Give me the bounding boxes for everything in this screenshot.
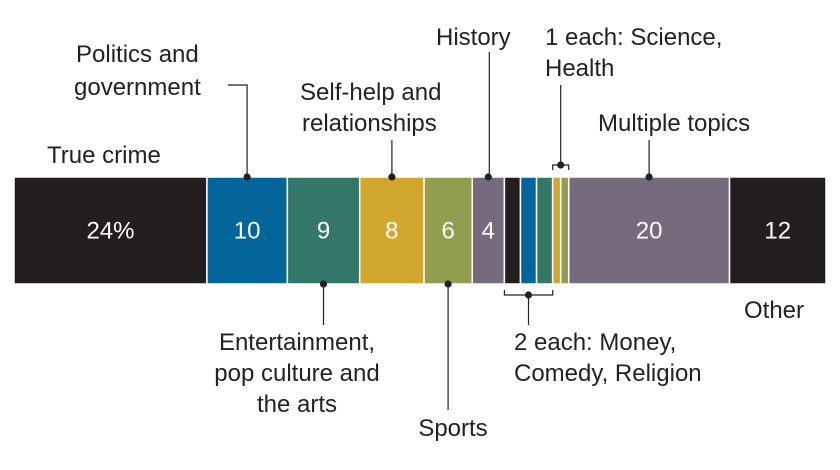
dot-entertainment [319, 280, 328, 288]
segment-value-labels: 24% 10 9 8 6 4 20 12 [86, 218, 791, 245]
dot-science-health [557, 161, 565, 169]
value-label-0: 24% [86, 218, 134, 245]
label-true-crime: True crime [47, 142, 161, 169]
bar-segment-other [728, 176, 827, 285]
value-label-3: 8 [385, 218, 398, 245]
label-politics-line-2: government [74, 74, 201, 101]
bar-segment-entertainment-pop-culture-and-the-arts [286, 176, 361, 285]
label-other: Other [744, 297, 804, 324]
label-entertainment-line-3: the arts [257, 391, 337, 418]
label-money-comedy-religion-line-2: Comedy, Religion [514, 360, 702, 387]
label-self-help-line-1: Self-help and [300, 79, 441, 106]
label-sports: Sports [418, 415, 487, 442]
value-label-12: 12 [764, 218, 791, 245]
label-science-health-line-2: Health [545, 55, 614, 82]
dot-politics [243, 173, 251, 181]
label-self-help-line-2: relationships [302, 110, 437, 137]
value-label-1: 10 [234, 218, 261, 245]
dot-history [484, 173, 492, 181]
leader-politics [228, 84, 248, 177]
bar-segment-science [551, 176, 562, 285]
label-entertainment-line-2: pop culture and [214, 360, 379, 387]
bar-segment-politics-and-government [206, 176, 289, 285]
dot-money-comedy-religion [524, 291, 533, 299]
label-history: History [436, 24, 511, 51]
bar-segments [13, 176, 827, 285]
bar-segment-history [471, 176, 506, 285]
label-multiple-topics: Multiple topics [598, 110, 750, 137]
value-label-2: 9 [317, 218, 330, 245]
dot-multiple-topics [645, 173, 653, 181]
label-money-comedy-religion-line-1: 2 each: Money, [514, 329, 676, 356]
bar-segment-multiple-topics [567, 176, 731, 285]
label-politics-line-1: Politics and [76, 41, 199, 68]
annotation-dots [243, 161, 653, 299]
bar-segment-money [503, 176, 522, 285]
label-science-health-line-1: 1 each: Science, [545, 24, 722, 51]
dot-self-help [388, 173, 396, 181]
bar-segment-health [559, 176, 570, 285]
bar-segment-true-crime [13, 176, 208, 285]
label-entertainment-line-1: Entertainment, [219, 329, 375, 356]
annotation-leader-lines [228, 52, 650, 410]
value-label-4: 6 [441, 218, 454, 245]
value-label-5: 4 [482, 218, 495, 245]
dot-sports [444, 280, 452, 288]
bar-segment-comedy [519, 176, 538, 285]
value-label-11: 20 [636, 218, 663, 245]
bar-segment-religion [535, 176, 554, 285]
